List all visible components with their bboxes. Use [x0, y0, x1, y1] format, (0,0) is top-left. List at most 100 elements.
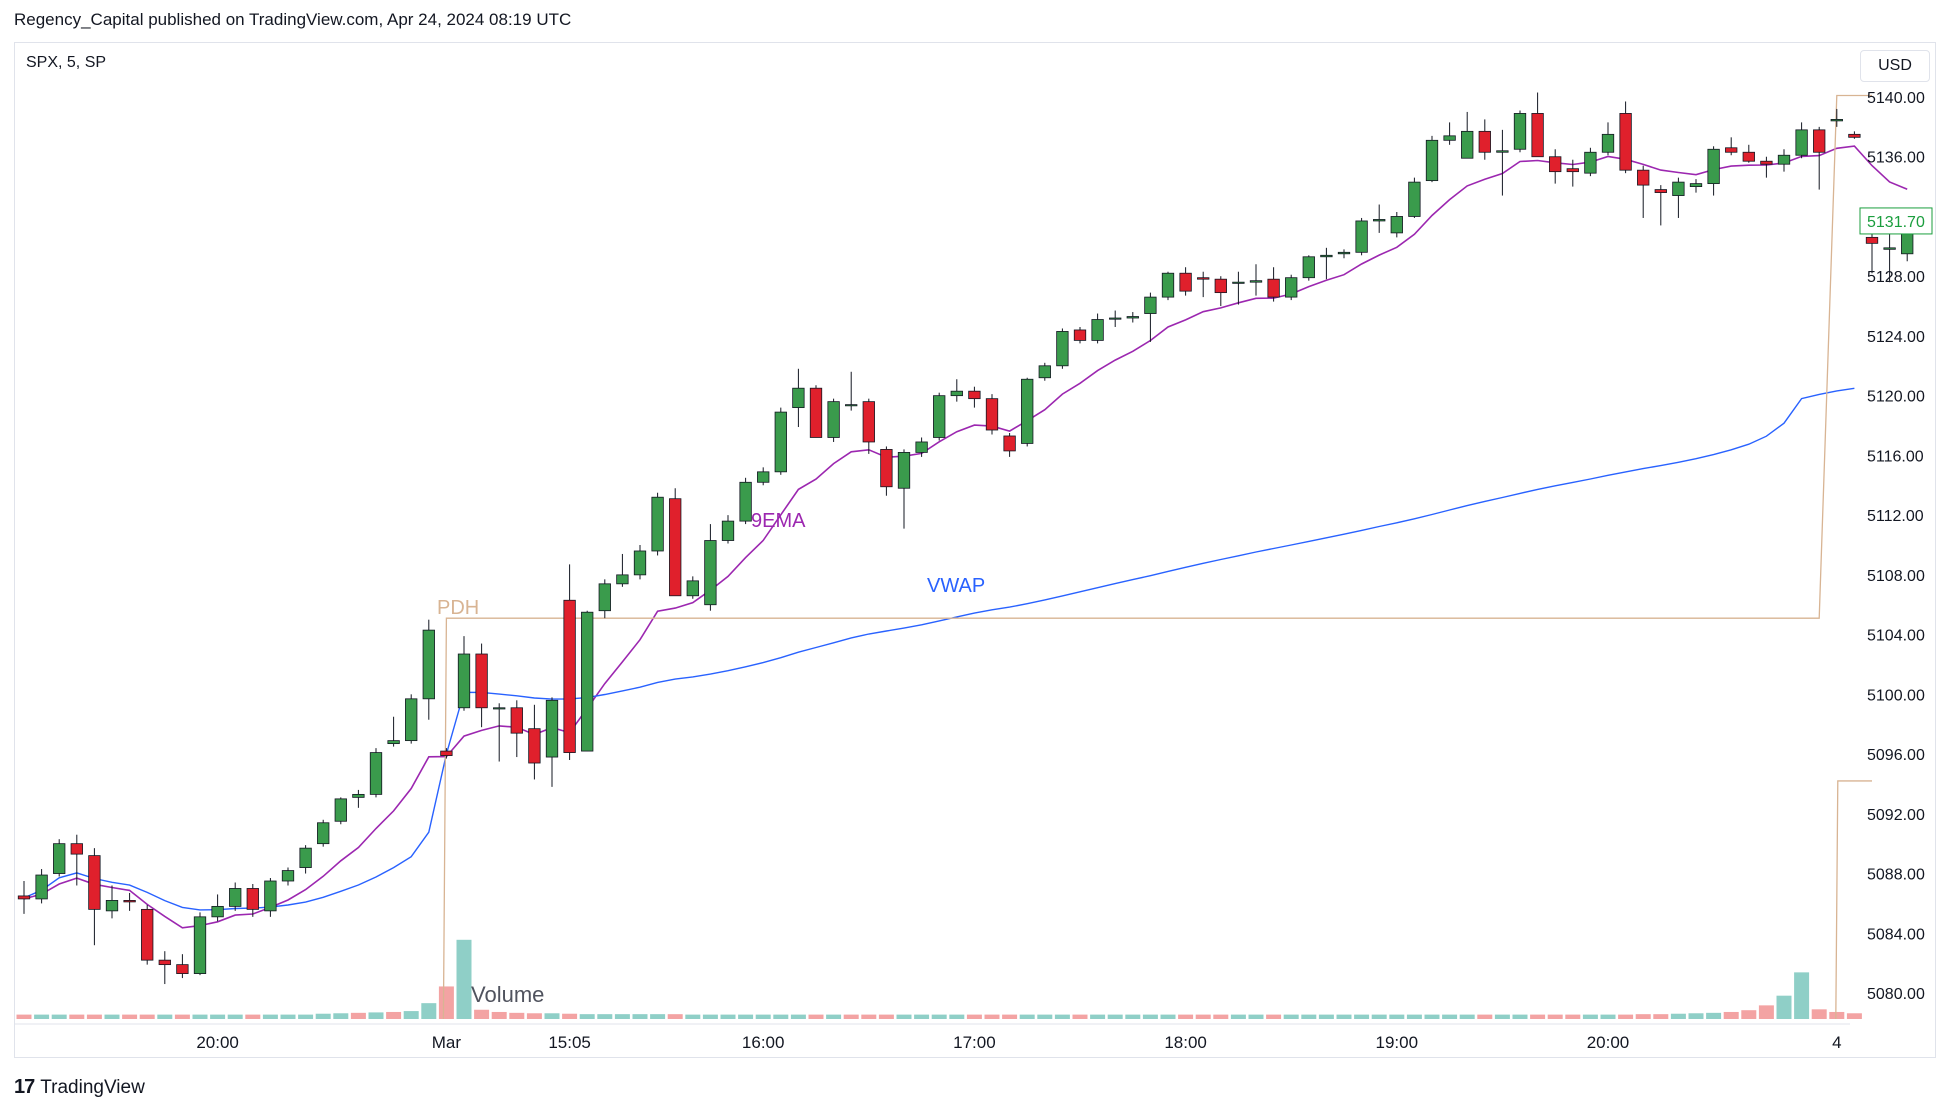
volume-bar — [738, 1014, 754, 1019]
candle — [352, 789, 365, 808]
candle-body — [651, 496, 664, 552]
candle-body — [598, 583, 611, 612]
candle-body — [1302, 256, 1315, 279]
candle — [1249, 264, 1263, 296]
candle-body — [53, 843, 66, 874]
volume-bar — [1776, 995, 1792, 1019]
volume-bar — [702, 1014, 718, 1019]
volume-bar — [984, 1014, 1000, 1019]
ema-label: 9EMA — [751, 510, 806, 532]
volume-bar — [1160, 1014, 1176, 1019]
candle — [1584, 147, 1597, 177]
candle — [299, 845, 312, 874]
price-tick-label: 5108.00 — [1867, 568, 1925, 585]
candle — [1197, 271, 1210, 298]
volume-bar — [1213, 1014, 1229, 1019]
vwap-label: VWAP — [927, 575, 985, 597]
price-tick-label: 5088.00 — [1867, 867, 1925, 884]
candle — [915, 437, 928, 457]
volume-bar — [1406, 1014, 1422, 1019]
candle-body — [1425, 139, 1439, 182]
last-price-label: 5131.70 — [1867, 214, 1925, 231]
candle — [598, 579, 611, 619]
candle — [53, 839, 66, 877]
candle-body — [1566, 168, 1579, 173]
candle-body — [968, 390, 981, 400]
candle-body — [1461, 130, 1474, 159]
candle-body — [176, 964, 189, 974]
candle-body — [1285, 277, 1298, 298]
candle — [1461, 111, 1474, 159]
volume-bar — [843, 1014, 859, 1019]
candle-body — [669, 498, 682, 597]
volume-bar — [139, 1014, 155, 1019]
candle — [933, 392, 946, 441]
candle — [440, 748, 453, 759]
volume-bar — [333, 1013, 349, 1019]
candle — [1091, 313, 1104, 344]
volume-bar — [262, 1014, 278, 1019]
candle-body — [17, 895, 31, 900]
candle — [581, 610, 594, 752]
candle-body — [35, 874, 48, 900]
candle-body — [757, 471, 770, 483]
volume-bar — [632, 1014, 648, 1019]
candle-body — [1830, 119, 1843, 122]
candle-body — [545, 699, 559, 758]
candle-body — [862, 401, 875, 443]
volume-bar — [1301, 1014, 1317, 1019]
candle-body — [493, 707, 506, 710]
candle — [704, 524, 717, 611]
volume-bar — [474, 1009, 490, 1019]
candle-body — [1161, 272, 1175, 298]
volume-bar — [808, 1014, 824, 1019]
candle — [1285, 274, 1298, 301]
candle — [246, 883, 259, 917]
candles — [17, 92, 1914, 985]
candle-body — [1373, 219, 1386, 222]
volume-bar — [122, 1014, 138, 1019]
tradingview-logo-icon[interactable]: 17 — [14, 1076, 35, 1098]
tradingview-brand[interactable]: TradingView — [40, 1076, 145, 1098]
chart-frame — [14, 42, 1936, 1058]
price-tick-label: 5120.00 — [1867, 389, 1925, 406]
volume-bar — [1741, 1010, 1757, 1019]
candle — [528, 704, 541, 780]
candle — [35, 869, 48, 904]
candle — [827, 398, 840, 442]
candle — [1478, 119, 1491, 160]
volume-bar — [509, 1012, 525, 1019]
candle — [193, 912, 207, 976]
volume-bar — [1107, 1014, 1123, 1019]
candle-body — [141, 908, 154, 961]
candle-body — [317, 822, 330, 845]
candle-body — [1795, 129, 1808, 156]
candle — [845, 371, 858, 411]
candle — [229, 882, 242, 911]
price-tick-label: 5128.00 — [1867, 269, 1925, 286]
candle-body — [985, 398, 999, 431]
candle — [1003, 433, 1016, 457]
candle — [739, 477, 752, 525]
candle — [475, 643, 488, 728]
candle — [1742, 144, 1755, 163]
currency-button[interactable]: USD — [1860, 50, 1930, 82]
volume-bar — [1125, 1014, 1141, 1019]
candle — [1302, 255, 1315, 281]
symbol-label[interactable]: SPX, 5, SP — [26, 54, 107, 71]
volume-bar — [562, 1013, 578, 1019]
candle — [1425, 135, 1439, 183]
volume-bar — [755, 1014, 771, 1019]
indicator-lines — [23, 94, 1908, 1020]
candle-body — [334, 798, 347, 822]
volume-bar — [280, 1014, 296, 1019]
candle-body — [1267, 278, 1280, 298]
candle — [985, 394, 999, 435]
volume-bar — [1266, 1014, 1282, 1019]
candle-body — [1865, 236, 1879, 244]
volume-bar — [861, 1014, 877, 1019]
candle — [1672, 177, 1685, 218]
candle — [1408, 177, 1421, 218]
candle-body — [880, 449, 893, 488]
